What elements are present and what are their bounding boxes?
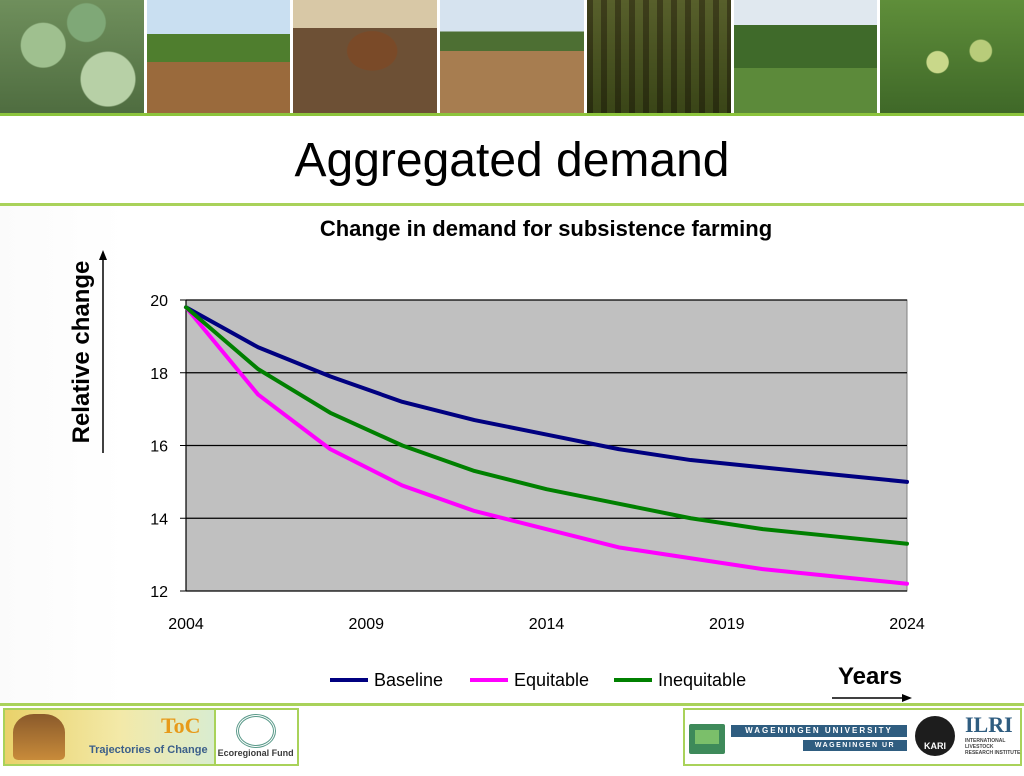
photo-banner	[0, 0, 1024, 113]
banner-photo-cattle	[293, 0, 441, 113]
footer-partner-logos-right: WAGENINGEN UNIVERSITY WAGENINGEN UR KARI…	[683, 708, 1022, 766]
ilri-logo: ILRI	[965, 712, 1013, 737]
series-line-inequitable	[184, 305, 909, 546]
y-tick-label: 18	[150, 366, 168, 383]
legend-label-baseline: Baseline	[374, 670, 443, 690]
banner-photo-harvest	[440, 0, 587, 113]
divider-bottom	[0, 703, 1024, 706]
footer-partner-logos-left: ToC Trajectories of Change Ecoregional F…	[3, 708, 299, 766]
x-axis-arrow-icon	[832, 694, 912, 702]
toc-caption: Trajectories of Change	[89, 744, 208, 756]
x-tick-label: 2009	[348, 616, 384, 633]
x-tick-label: 2004	[168, 616, 204, 633]
swirl-icon	[235, 714, 276, 748]
farmer-figure-icon	[13, 714, 65, 760]
eco-caption: Ecoregional Fund	[217, 748, 294, 758]
grid-lines	[180, 299, 907, 592]
toc-logo-text: ToC	[161, 713, 201, 738]
trajectories-of-change-logo: ToC Trajectories of Change	[5, 710, 214, 764]
banner-photo-hills	[733, 0, 881, 113]
divider-top	[0, 113, 1024, 116]
banner-photo-fruit	[880, 0, 1024, 113]
series-line-baseline	[184, 305, 909, 484]
chart-title: Change in demand for subsistence farming	[319, 216, 773, 241]
legend-label-inequitable: Inequitable	[658, 670, 746, 690]
x-tick-label: 2019	[709, 616, 745, 633]
ilri-caption: INTERNATIONAL LIVESTOCK RESEARCH INSTITU…	[965, 738, 1021, 756]
y-axis-arrow-icon	[99, 250, 107, 453]
y-tick-labels: 12 14 16 18 20	[150, 293, 168, 601]
kari-logo: KARI	[915, 716, 955, 756]
x-tick-label: 2024	[889, 616, 925, 633]
left-decoration	[0, 206, 125, 703]
slide-title: Aggregated demand	[294, 134, 730, 187]
wageningen-ur-label: WAGENINGEN UR	[803, 740, 907, 751]
x-tick-label: 2014	[529, 616, 565, 633]
wageningen-icon	[689, 724, 725, 754]
series-line-equitable	[184, 305, 909, 586]
y-tick-label: 20	[150, 293, 168, 310]
x-tick-labels: 2004 2009 2014 2019 2024	[168, 616, 925, 633]
legend-label-equitable: Equitable	[514, 670, 589, 690]
divider-title	[0, 203, 1024, 206]
banner-photo-shed	[586, 0, 734, 113]
series-lines	[184, 305, 909, 586]
wageningen-university-label: WAGENINGEN UNIVERSITY	[731, 725, 907, 737]
legend: Baseline Equitable Inequitable	[330, 670, 746, 690]
y-tick-label: 16	[150, 439, 168, 456]
line-chart: 12 14 16 18 20 2004 2009 2014 2019 2024 Baseline…	[150, 293, 925, 690]
banner-photo-field	[146, 0, 294, 113]
y-tick-label: 12	[150, 584, 168, 601]
ecoregional-fund-logo: Ecoregional Fund	[213, 710, 297, 764]
x-axis-caption: Years	[838, 663, 903, 690]
banner-photo-cabbages	[0, 0, 147, 113]
y-tick-label: 14	[150, 511, 168, 528]
